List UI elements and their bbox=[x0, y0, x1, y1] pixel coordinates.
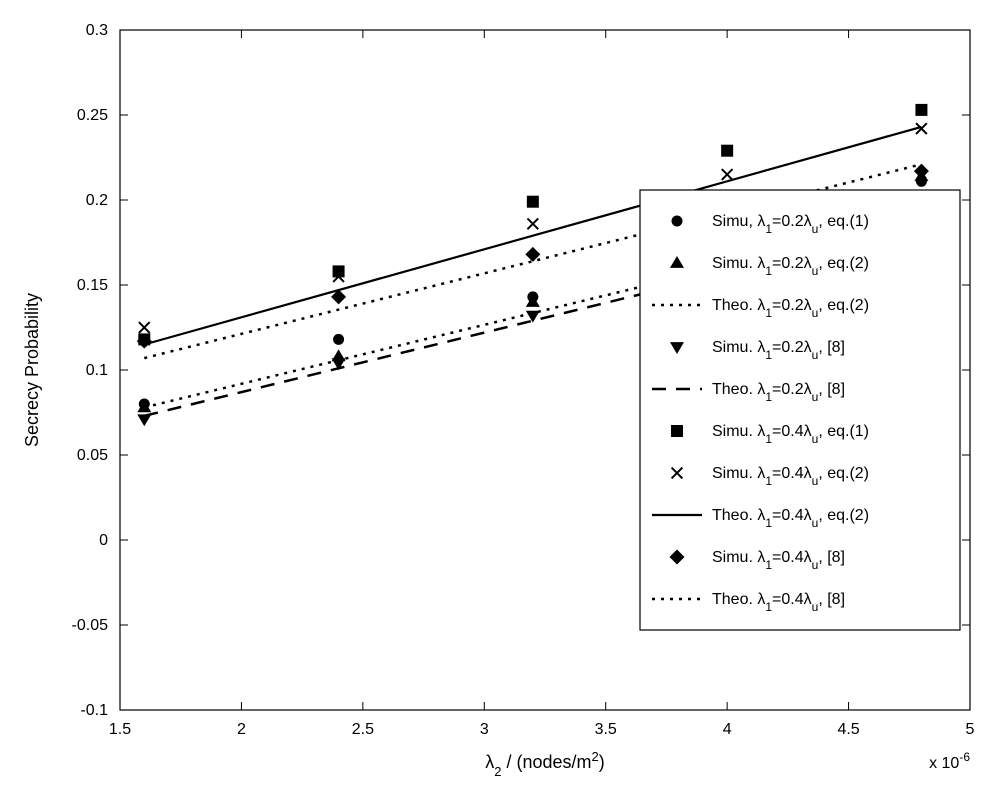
marker-triangle-down bbox=[137, 414, 151, 426]
x-axis-label: λ2 / (nodes/m2) bbox=[485, 749, 605, 779]
y-tick-label: -0.05 bbox=[72, 617, 109, 634]
y-tick-label: 0.2 bbox=[86, 192, 108, 209]
x-tick-label: 4.5 bbox=[837, 721, 859, 738]
y-tick-label: 0.15 bbox=[77, 277, 108, 294]
y-tick-label: 0.05 bbox=[77, 447, 108, 464]
y-tick-label: -0.1 bbox=[80, 702, 108, 719]
marker-diamond bbox=[914, 164, 929, 179]
chart-container: 1.5 2 2.5 3 3.5 4 4.5 5 -0.1 -0.05 0 0.05 0.1 0.15 0.2… bbox=[0, 0, 1000, 807]
y-tick-label: 0.3 bbox=[86, 22, 108, 39]
marker-square bbox=[915, 104, 927, 116]
marker-square bbox=[671, 425, 683, 437]
legend: Simu, λ1=0.2λu, eq.(1)Simu. λ1=0.2λu, eq… bbox=[640, 190, 960, 630]
y-tick-label: 0.1 bbox=[86, 362, 108, 379]
x-tick-label: 3 bbox=[480, 721, 489, 738]
y-tick-label: 0.25 bbox=[77, 107, 108, 124]
x-tick-label: 5 bbox=[966, 721, 975, 738]
x-tick-label: 4 bbox=[723, 721, 732, 738]
secrecy-probability-chart: 1.5 2 2.5 3 3.5 4 4.5 5 -0.1 -0.05 0 0.05 0.1 0.15 0.2… bbox=[0, 0, 1000, 807]
marker-circle bbox=[672, 216, 683, 227]
x-exponent-label: x 10-6 bbox=[929, 750, 970, 772]
x-tick-label: 2 bbox=[237, 721, 246, 738]
y-tick-label: 0 bbox=[99, 532, 108, 549]
marker-square bbox=[721, 145, 733, 157]
x-tick-label: 2.5 bbox=[352, 721, 374, 738]
marker-circle bbox=[333, 334, 344, 345]
y-axis-label: Secrecy Probability bbox=[22, 293, 42, 447]
marker-square bbox=[527, 196, 539, 208]
x-tick-label: 1.5 bbox=[109, 721, 131, 738]
x-tick-label: 3.5 bbox=[595, 721, 617, 738]
